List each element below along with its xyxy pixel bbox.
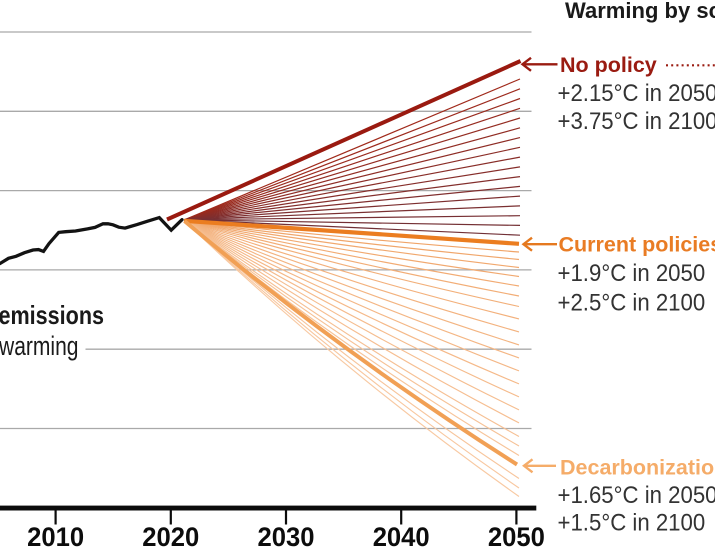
svg-text:+1.9°C in 2050: +1.9°C in 2050 [558, 260, 706, 287]
svg-text:Warming by scenario: Warming by scenario [565, 0, 715, 23]
svg-text:Decarbonization: Decarbonization [560, 456, 715, 480]
svg-text:+2.15°C in 2050: +2.15°C in 2050 [558, 80, 715, 107]
svg-text:2050: 2050 [488, 522, 545, 550]
svg-text:2040: 2040 [373, 522, 430, 550]
svg-text:+1.65°C in 2050: +1.65°C in 2050 [558, 482, 715, 509]
svg-text:+1.5°C in 2100: +1.5°C in 2100 [558, 510, 706, 537]
svg-text:warming: warming [0, 331, 79, 361]
svg-text:No policy: No policy [560, 53, 657, 77]
svg-text:2020: 2020 [142, 522, 199, 550]
svg-text:emissions: emissions [0, 300, 104, 330]
svg-text:+2.5°C in 2100: +2.5°C in 2100 [558, 290, 706, 317]
svg-text:Current policies: Current policies [559, 233, 715, 257]
svg-text:2030: 2030 [258, 522, 315, 550]
svg-text:2010: 2010 [27, 522, 84, 550]
svg-text:+3.75°C in 2100: +3.75°C in 2100 [558, 108, 715, 135]
